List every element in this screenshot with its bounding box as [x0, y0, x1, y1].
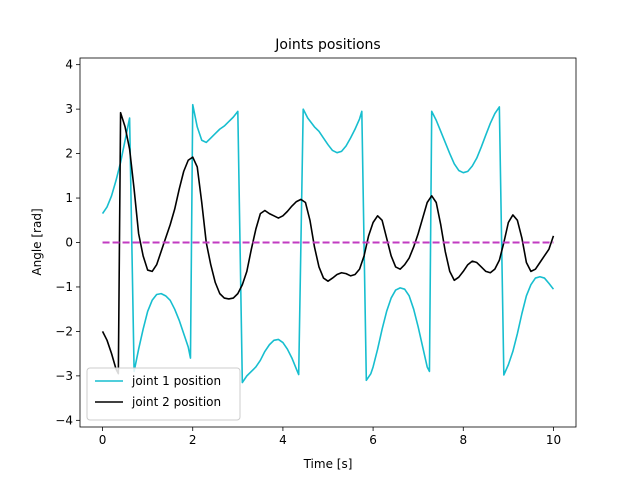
series-line-joint-2-position — [101, 111, 555, 375]
y-tick-label: 2 — [65, 147, 73, 161]
legend: joint 1 position joint 2 position — [86, 367, 241, 421]
x-tick-label: 2 — [189, 433, 197, 447]
series-line-joint-1-position — [101, 103, 555, 384]
y-tick-label: −3 — [55, 369, 73, 383]
series-group — [101, 103, 555, 384]
y-tick-label: −4 — [55, 413, 73, 427]
y-tick-label: −1 — [55, 280, 73, 294]
x-axis-label: Time [s] — [303, 457, 353, 471]
y-tick-label: 3 — [65, 102, 73, 116]
y-axis-label: Angle [rad] — [30, 208, 44, 275]
chart-title: Joints positions — [274, 37, 380, 53]
legend-box — [86, 367, 241, 421]
axes: 0 2 4 6 8 10 −4 −3 −2 −1 0 1 2 3 4 — [55, 57, 577, 447]
x-tick-label: 6 — [369, 433, 377, 447]
x-tick-label: 4 — [279, 433, 287, 447]
y-tick-label: 0 — [65, 236, 73, 250]
y-tick-label: 4 — [65, 58, 73, 72]
x-tick-label: 0 — [99, 433, 107, 447]
x-tick-label: 10 — [546, 433, 561, 447]
legend-label-joint-1-position: joint 1 position — [131, 374, 221, 388]
x-tick-label: 8 — [459, 433, 467, 447]
y-tick-label: −2 — [55, 324, 73, 338]
y-tick-label: 1 — [65, 191, 73, 205]
legend-label-joint-2-position: joint 2 position — [131, 395, 221, 409]
plot-area — [101, 103, 555, 384]
